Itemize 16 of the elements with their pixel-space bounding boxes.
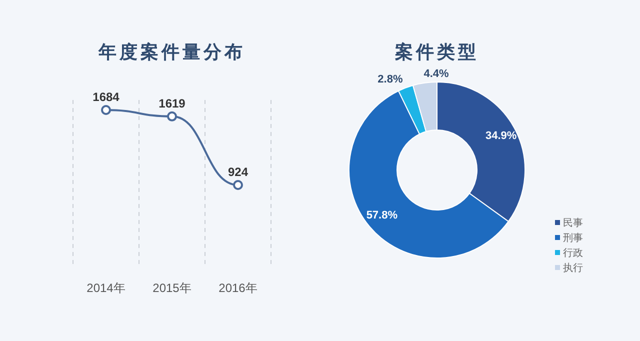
data-label: 1684 [92, 90, 120, 104]
x-tick-label: 2016年 [218, 281, 258, 295]
data-label: 924 [228, 165, 248, 179]
data-label: 34.9% [485, 130, 517, 142]
chart-title: 年度案件量分布 [98, 42, 246, 62]
data-label: 4.4% [424, 68, 450, 80]
data-label: 57.8% [366, 209, 398, 222]
chart-title: 案件类型 [394, 42, 479, 62]
legend-label: 执行 [563, 262, 583, 274]
legend-label: 刑事 [563, 232, 583, 244]
data-label: 2.8% [378, 73, 403, 86]
x-tick-label: 2015年 [152, 281, 192, 295]
legend-label: 民事 [563, 217, 583, 229]
legend-label: 行政 [563, 248, 583, 259]
data-label: 1619 [158, 96, 186, 110]
x-tick-label: 2014年 [86, 281, 126, 295]
